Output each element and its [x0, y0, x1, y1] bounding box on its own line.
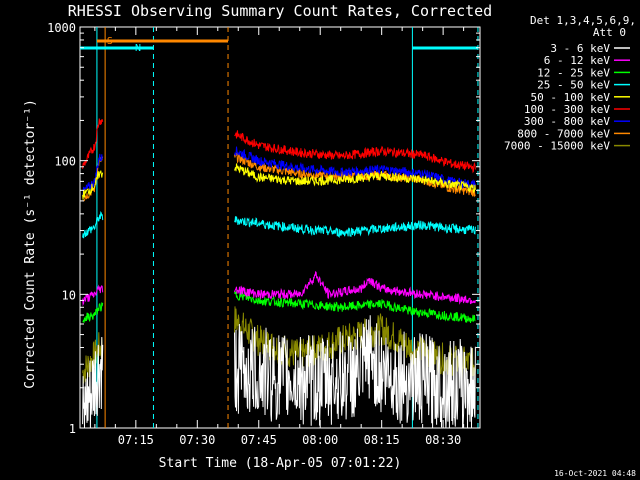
plot-border — [79, 26, 481, 429]
series-line — [82, 270, 476, 307]
legend-label: 6 - 12 keV — [544, 54, 611, 67]
series-line — [82, 146, 476, 197]
annotations: SN — [80, 27, 479, 428]
chart-title: RHESSI Observing Summary Count Rates, Co… — [68, 2, 492, 20]
y-tick-label: 10 — [62, 288, 76, 302]
x-tick-label: 08:15 — [364, 433, 400, 447]
plot-frame — [79, 26, 481, 429]
axis-ticks: 1 10 100 1000 07:15 07:30 07:45 08:00 08:15 08:30 — [47, 21, 480, 447]
series-line — [82, 163, 476, 200]
legend-label: 50 - 100 keV — [531, 91, 611, 104]
series-line — [82, 118, 476, 174]
x-axis-label: Start Time (18-Apr-05 07:01:22) — [159, 456, 402, 471]
legend-header-line-1: Det 1,3,4,5,6,9, — [530, 14, 636, 27]
y-tick-label: 1 — [69, 422, 76, 436]
x-tick-label: 07:45 — [241, 433, 277, 447]
legend-label: 25 - 50 keV — [537, 79, 610, 92]
series-line — [82, 315, 476, 429]
x-tick-label: 07:15 — [118, 433, 154, 447]
flag-label: N — [135, 43, 141, 54]
legend-label: 100 - 300 keV — [524, 103, 610, 116]
y-tick-label: 100 — [54, 155, 76, 169]
x-tick-label: 08:30 — [425, 433, 461, 447]
series-line — [82, 290, 476, 323]
legend-header-line-2: Att 0 — [593, 26, 626, 39]
timestamp: 16-Oct-2021 04:48 — [554, 469, 636, 478]
x-tick-label: 08:00 — [302, 433, 338, 447]
legend-label: 12 - 25 keV — [537, 66, 610, 79]
legend-label: 800 - 7000 keV — [517, 127, 610, 140]
y-axis-label: Corrected Count Rate (s⁻¹ detector⁻¹) — [23, 99, 38, 389]
x-tick-label: 07:30 — [179, 433, 215, 447]
legend-label: 300 - 800 keV — [524, 115, 610, 128]
legend-label: 7000 - 15000 keV — [504, 140, 610, 153]
series-group — [82, 118, 476, 429]
legend-label: 3 - 6 keV — [550, 42, 610, 55]
y-tick-label: 1000 — [47, 21, 76, 35]
flag-label: S — [107, 36, 113, 47]
series-line — [82, 210, 476, 239]
